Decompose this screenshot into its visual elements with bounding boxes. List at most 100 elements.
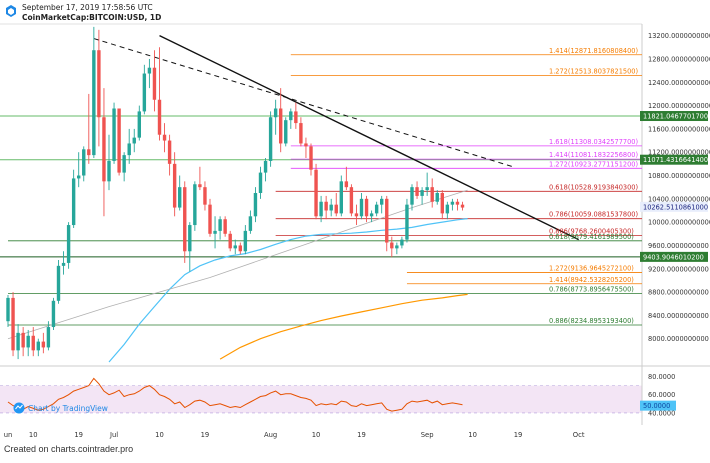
rsi-tick-label: 40.0000 <box>648 409 675 417</box>
chart-timestamp: September 17, 2019 17:58:56 UTC <box>22 3 153 12</box>
rsi-tick-label: 60.0000 <box>648 391 675 399</box>
x-tick-label: Oct <box>573 431 585 439</box>
candle-body <box>61 262 66 266</box>
tradingview-logo-mark-icon <box>15 404 23 410</box>
candle-body <box>344 181 349 188</box>
candle-body <box>400 239 404 246</box>
candle-body <box>92 50 96 156</box>
candle-body <box>440 193 444 214</box>
y-tick-label: 8000.0000000000 <box>648 335 709 343</box>
candle-body <box>248 216 253 231</box>
candle-body <box>284 120 288 144</box>
candle-body <box>117 108 121 173</box>
x-tick-label: 19 <box>514 431 523 439</box>
y-tick-label: 8400.0000000000 <box>648 312 709 320</box>
y-tick-label: 8800.0000000000 <box>648 289 709 297</box>
x-tick-label: 10 <box>155 431 164 439</box>
candle-body <box>380 198 384 205</box>
x-tick-label: 10 <box>29 431 38 439</box>
candle-body <box>203 187 207 205</box>
candle-body <box>21 332 25 348</box>
y-tick-label: 9200.0000000000 <box>648 265 709 273</box>
x-tick-label: 10 <box>312 431 321 439</box>
candle-body <box>390 242 394 249</box>
fib-level-label: 0.886(8234.8953193400) <box>549 317 634 325</box>
candle-body <box>435 193 439 202</box>
fib-level-label: 1.272(10923.2771151200) <box>549 160 638 168</box>
price-label-text: 11821.0467701700 <box>643 113 708 121</box>
fib-level-label: 0.618(9679.4161989500) <box>549 233 634 241</box>
candle-body <box>243 230 248 252</box>
fib-level-label: 0.886(9768.2600405300) <box>549 228 634 236</box>
candle-body <box>122 155 126 173</box>
candle-body <box>299 123 303 144</box>
price-label-box <box>640 201 708 212</box>
moving-average-line <box>219 293 468 360</box>
y-tick-label: 10400.0000000000 <box>648 195 710 203</box>
candle-body <box>319 201 323 217</box>
fib-level-label: 1.272(12513.8037821500) <box>549 68 638 76</box>
y-tick-label: 13200.0000000000 <box>648 32 710 40</box>
candle-body <box>455 201 460 205</box>
fib-level-label: 0.786(8773.8956475500) <box>549 286 634 294</box>
candle-body <box>218 219 222 231</box>
y-tick-label: 12800.0000000000 <box>648 55 710 63</box>
candle-body <box>279 108 283 144</box>
dashed-trendline <box>93 38 514 168</box>
candle-body <box>238 245 242 252</box>
candle-body <box>233 245 237 249</box>
candle-body <box>460 204 465 208</box>
candle-body <box>450 201 455 205</box>
fib-level-label: 0.618(10528.9193840300) <box>549 183 638 191</box>
rsi-current-label: 50.0000 <box>643 402 670 410</box>
x-tick-label: 19 <box>201 431 210 439</box>
rsi-band <box>0 385 642 413</box>
coin-logo-icon <box>6 5 16 17</box>
y-tick-label: 9600.0000000000 <box>648 242 709 250</box>
candle-body <box>329 204 333 211</box>
y-tick-label: 12000.0000000000 <box>648 102 710 110</box>
price-label-box <box>640 251 708 262</box>
y-tick-label: 12400.0000000000 <box>648 79 710 87</box>
candle-body <box>188 225 192 252</box>
watermark-text: Chart by TradingView <box>28 404 108 413</box>
candle-body <box>66 225 71 263</box>
x-tick-label: 19 <box>357 431 366 439</box>
x-tick-label: Jul <box>109 431 118 439</box>
candle-body <box>172 163 177 208</box>
chart-symbol-title: CoinMarketCap:BITCOIN:USD, 1D <box>22 13 162 22</box>
candle-body <box>71 178 76 226</box>
price-label-text: 9403.9046010200 <box>643 253 704 261</box>
candle-body <box>213 230 217 234</box>
candle-body <box>183 187 187 252</box>
fib-level-label: 1.618(11308.0342577700) <box>549 138 638 146</box>
candle-body <box>415 187 419 196</box>
candle-body <box>425 187 429 191</box>
candle-body <box>97 50 101 118</box>
candle-body <box>56 265 61 301</box>
fib-level-label: 0.786(10059.0881537800) <box>549 211 638 219</box>
candle-body <box>354 213 359 217</box>
y-tick-label: 11200.0000000000 <box>648 149 710 157</box>
candle-body <box>147 67 152 74</box>
candle-body <box>349 187 354 214</box>
x-tick-label: un <box>4 431 13 439</box>
y-tick-label: 10800.0000000000 <box>648 172 710 180</box>
candle-body <box>314 169 318 217</box>
tradingview-logo-icon <box>13 402 25 414</box>
x-tick-label: Sep <box>421 431 434 439</box>
x-tick-label: 10 <box>468 431 477 439</box>
candle-body <box>304 143 308 147</box>
candle-body <box>263 160 268 173</box>
price-label-text: 11071.4316641400 <box>643 156 708 164</box>
candle-body <box>152 67 157 100</box>
candle-body <box>77 175 81 179</box>
candle-body <box>137 111 141 138</box>
candle-body <box>127 143 131 156</box>
candle-body <box>142 73 147 112</box>
candle-body <box>374 204 379 214</box>
candle-body <box>178 187 182 208</box>
candle-body <box>193 184 197 226</box>
candle-body <box>36 341 40 351</box>
fib-level-label: 1.414(12871.8160808400) <box>549 47 638 55</box>
